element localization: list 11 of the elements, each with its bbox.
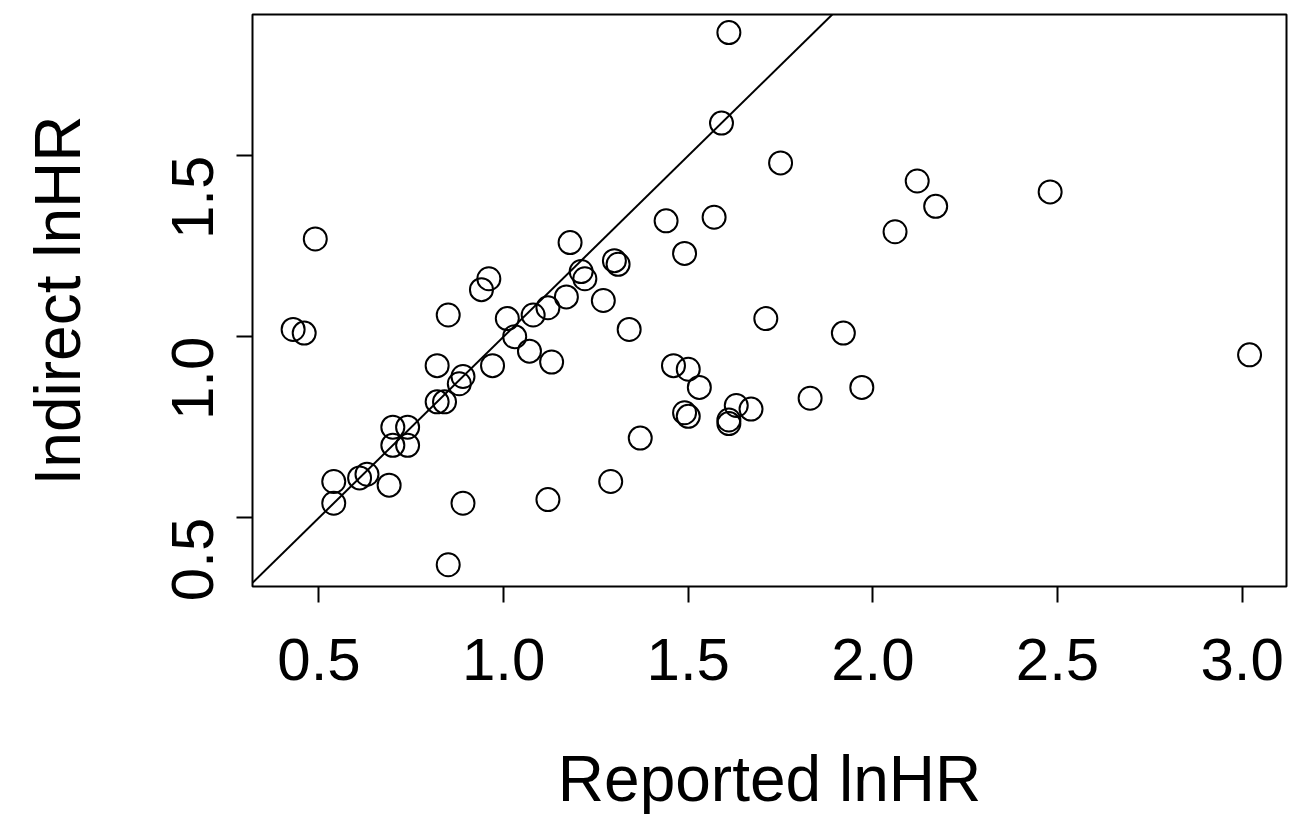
- y-tick-label: 1.0: [159, 336, 226, 421]
- x-tick-label: 2.0: [831, 625, 915, 693]
- y-axis-title: Indirect lnHR: [21, 115, 94, 486]
- y-tick-label: 0.5: [159, 517, 226, 602]
- x-tick-label: 1.5: [646, 625, 730, 693]
- x-axis-title: Reported lnHR: [557, 742, 982, 815]
- x-tick-label: 2.5: [1015, 625, 1100, 693]
- x-tick-label: 3.0: [1200, 625, 1284, 693]
- x-tick-label: 0.5: [277, 625, 361, 693]
- x-tick-label: 1.0: [461, 625, 546, 693]
- y-tick-label: 1.5: [159, 155, 226, 240]
